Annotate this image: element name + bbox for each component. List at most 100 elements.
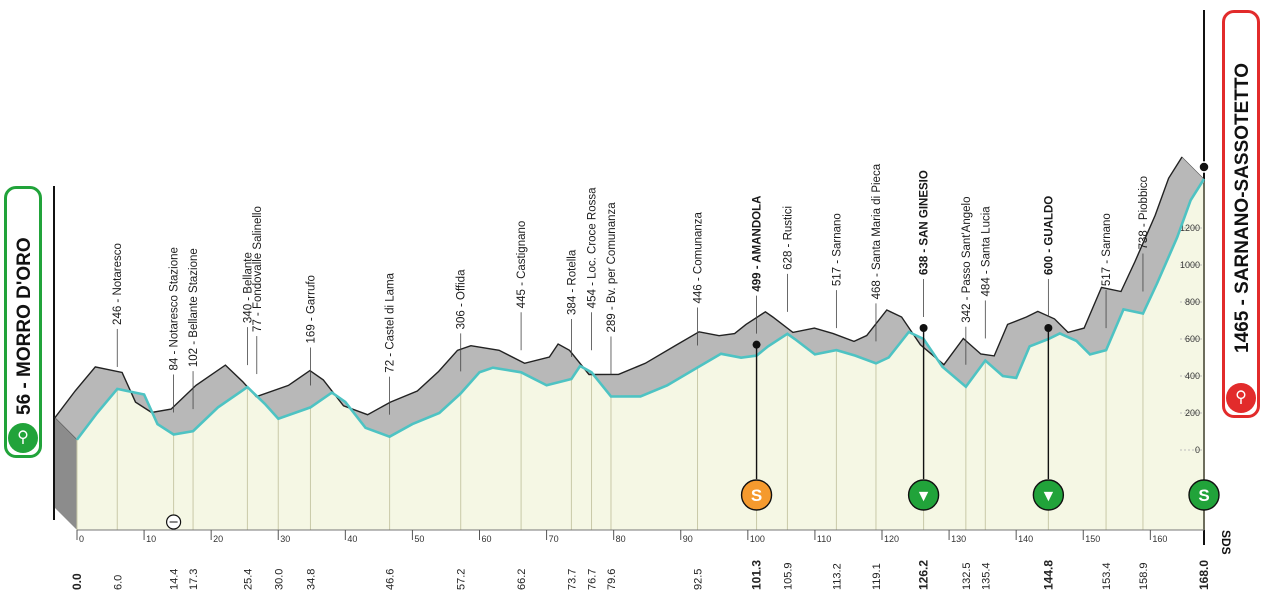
km-tick-label-100: 100 bbox=[750, 534, 765, 544]
waypoint-17: 638 - SAN GINESIO bbox=[919, 170, 931, 275]
km-label-76.7: 76.7 bbox=[587, 569, 599, 590]
km-label-25.4: 25.4 bbox=[242, 569, 254, 590]
km-tick-label-70: 70 bbox=[549, 534, 559, 544]
km-tick-label-160: 160 bbox=[1152, 534, 1167, 544]
profile-ridge bbox=[54, 156, 1183, 419]
start-cyclist-icon: ⚲ bbox=[8, 423, 38, 453]
km-tick-label-20: 20 bbox=[213, 534, 223, 544]
alt-tick-200: 200 bbox=[1185, 408, 1200, 418]
km-label-144.8: 144.8 bbox=[1041, 560, 1055, 590]
marker-dot-2 bbox=[1044, 324, 1053, 332]
km-label-153.4: 153.4 bbox=[1101, 562, 1113, 590]
waypoint-labels: 246 - Notaresco 84 - Notaresco Stazione 10… bbox=[112, 163, 1150, 415]
km-label-119.1: 119.1 bbox=[871, 563, 883, 590]
start-label: 56 - MORRO D'ORO bbox=[14, 237, 35, 415]
km-tick-label-140: 140 bbox=[1018, 534, 1033, 544]
km-tick-label-0: 0 bbox=[79, 534, 84, 544]
km-label-126.2: 126.2 bbox=[917, 560, 931, 590]
km-tick-label-30: 30 bbox=[280, 534, 290, 544]
km-tick-label-60: 60 bbox=[482, 534, 492, 544]
km-tick-label-150: 150 bbox=[1085, 534, 1100, 544]
start-wall bbox=[55, 417, 77, 530]
km-label-92.5: 92.5 bbox=[693, 569, 705, 590]
km-label-168.0: 168.0 bbox=[1197, 560, 1211, 590]
ground-fill bbox=[77, 179, 1204, 530]
km-tick-label-90: 90 bbox=[683, 534, 693, 544]
waypoint-3: 340 - Bellante bbox=[242, 252, 254, 323]
km-tick-label-10: 10 bbox=[146, 534, 156, 544]
km-label-73.7: 73.7 bbox=[566, 569, 578, 590]
waypoint-13: 499 - AMANDOLA bbox=[752, 196, 764, 292]
waypoint-11: 289 - Bv. per Comunanza bbox=[606, 202, 618, 333]
finish-climb-marker-symbol-3: S bbox=[1198, 486, 1209, 505]
km-label-132.5: 132.5 bbox=[961, 562, 973, 590]
km-label-46.6: 46.6 bbox=[385, 569, 397, 590]
waypoint-0: 246 - Notaresco bbox=[112, 243, 124, 325]
km-label-57.2: 57.2 bbox=[456, 569, 468, 590]
waypoint-7: 306 - Offida bbox=[456, 269, 468, 329]
waypoint-20: 600 - GUALDO bbox=[1043, 196, 1055, 275]
km-tick-label-50: 50 bbox=[414, 534, 424, 544]
waypoint-1: 84 - Notaresco Stazione bbox=[169, 247, 181, 370]
waypoint-16: 468 - Santa Maria di Pieca bbox=[871, 163, 883, 299]
sprint-marker-0 bbox=[740, 479, 773, 511]
km-axis: 0 10 20 30 40 50 60 70 80 90 100 110 120 130 140 150 160 bbox=[76, 529, 1204, 544]
km-label-30.0: 30.0 bbox=[273, 569, 285, 590]
finish-climb-marker-3 bbox=[1188, 479, 1220, 511]
climb-marker-symbol-2: ▼ bbox=[1040, 488, 1056, 505]
km-label-135.4: 135.4 bbox=[980, 562, 992, 590]
waypoint-5: 169 - Garrufo bbox=[305, 275, 317, 343]
waypoint-9: 384 - Rotella bbox=[566, 249, 578, 315]
finish-dot bbox=[1198, 161, 1210, 173]
km-label-34.8: 34.8 bbox=[305, 569, 317, 590]
km-label-79.6: 79.6 bbox=[606, 569, 618, 590]
finish-label: 1465 - SARNANO-SASSOTETTO bbox=[1232, 63, 1253, 353]
km-tick-label-130: 130 bbox=[951, 534, 966, 544]
waypoint-10: 454 - Loc. Croce Rossa bbox=[587, 187, 599, 308]
km-tick-label-120: 120 bbox=[884, 534, 899, 544]
km-label-6.0: 6.0 bbox=[112, 575, 124, 590]
race-markers: S ▼ ▼ S SDS bbox=[166, 161, 1233, 555]
km-tick-label-40: 40 bbox=[347, 534, 357, 544]
km-label-101.3: 101.3 bbox=[750, 560, 764, 590]
waypoint-22: 738 - Piobbico bbox=[1138, 176, 1150, 250]
climb-marker-symbol-1: ▼ bbox=[916, 488, 932, 505]
finish-cyclist-icon: ⚲ bbox=[1226, 383, 1256, 413]
sprint-marker-symbol-0: S bbox=[751, 486, 762, 505]
marker-dot-0 bbox=[752, 340, 761, 349]
start-badge: 56 - MORRO D'ORO ⚲ bbox=[4, 186, 42, 458]
waypoint-2: 102 - Bellante Stazione bbox=[188, 248, 200, 367]
alt-tick-1200: 1200 bbox=[1180, 223, 1200, 233]
km-label-66.2: 66.2 bbox=[516, 569, 528, 590]
ground-area bbox=[53, 10, 1205, 545]
waypoint-6: 72 - Castel di Lama bbox=[385, 272, 397, 372]
km-tick-label-80: 80 bbox=[616, 534, 626, 544]
km-label-17.3: 17.3 bbox=[188, 569, 200, 590]
alt-tick-400: 400 bbox=[1185, 371, 1200, 381]
alt-tick-1000: 1000 bbox=[1180, 260, 1200, 270]
altitude-axis: 0 200 400 600 800 1000 1200 bbox=[1180, 223, 1204, 455]
climb-marker-1 bbox=[907, 479, 940, 511]
climb-marker-2 bbox=[1032, 479, 1065, 511]
km-label-113.2: 113.2 bbox=[831, 563, 843, 590]
alt-tick-800: 800 bbox=[1185, 297, 1200, 307]
km-label-158.9: 158.9 bbox=[1138, 562, 1150, 590]
waypoint-14: 628 - Rustici bbox=[782, 206, 794, 270]
waypoint-8: 445 - Castignano bbox=[516, 221, 528, 309]
km-tick-label-110: 110 bbox=[817, 534, 831, 544]
waypoint-21: 517 - Sarnano bbox=[1101, 213, 1113, 286]
alt-tick-0: 0 bbox=[1195, 445, 1200, 455]
finish-badge: 1465 - SARNANO-SASSOTETTO ⚲ bbox=[1222, 10, 1260, 418]
elevation-profile bbox=[54, 156, 1206, 441]
km-label-0.0: 0.0 bbox=[70, 573, 84, 590]
finish-tag: SDS bbox=[1219, 530, 1233, 555]
km-label-14.4: 14.4 bbox=[169, 569, 181, 590]
alt-tick-600: 600 bbox=[1185, 334, 1200, 344]
km-labels: 0.0 6.0 14.4 17.3 25.4 30.0 34.8 46.6 57.2 66.2 73… bbox=[70, 560, 1211, 590]
waypoint-12: 446 - Comunanza bbox=[693, 211, 705, 303]
marker-dot-1 bbox=[919, 324, 928, 332]
waypoint-15: 517 - Sarnano bbox=[831, 213, 843, 286]
waypoint-4: 77 - Fondovalle Salinello bbox=[252, 206, 264, 332]
km-label-105.9: 105.9 bbox=[782, 562, 794, 590]
